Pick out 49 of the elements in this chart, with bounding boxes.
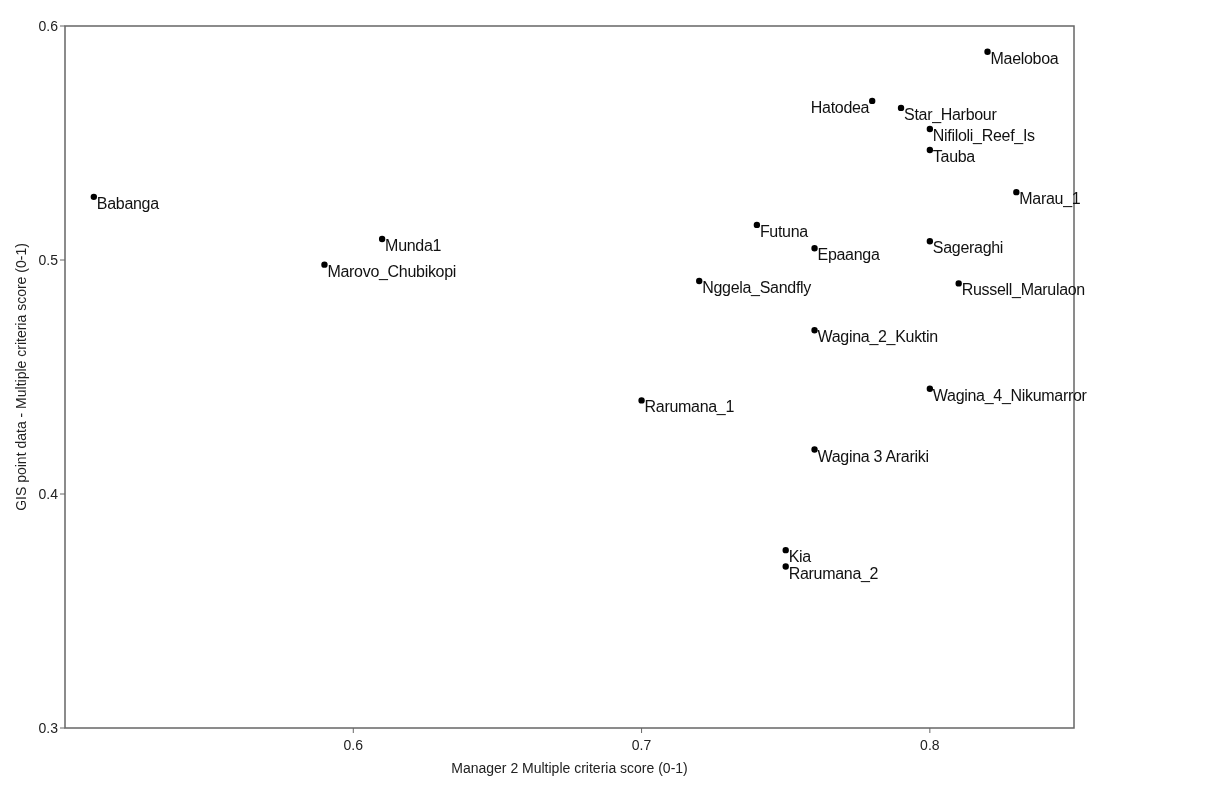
point [1013,188,1020,196]
x-tick-label: 0.7 [631,737,652,753]
point [869,97,876,105]
annotation: Nifiloli_Reef_Is [932,126,1036,145]
point [782,546,789,554]
point [378,235,386,243]
annotation: Epaanga [817,246,880,264]
point [926,238,934,245]
annotation: Hatodea [810,98,870,116]
point [321,261,328,268]
annotation: Marau_1 [1019,190,1081,209]
point [926,146,934,154]
annotation: Wagina_4_Nikumarror [932,386,1088,405]
point [926,385,934,392]
y-tick-label: 0.4 [38,485,59,502]
annotation: Wagina_2_Kuktin [817,328,938,347]
annotation: Tauba [932,148,976,166]
annotation: Marovo_Chubikopi [327,262,457,281]
annotation: Maeloboa [990,49,1059,67]
x-tick-label: 0.6 [343,737,364,753]
annotation: Sageraghi [932,239,1004,257]
annotation: Rarumana_2 [788,564,879,583]
point [926,125,934,133]
annotation: Star_Harbour [904,105,998,124]
annotation: Rarumana_1 [644,398,735,417]
point [984,48,991,55]
point [955,280,962,287]
y-tick-label: 0.6 [38,17,59,34]
x-axis-title: Manager 2 Multiple criteria score (0-1) [451,760,688,776]
x-tick-label: 0.8 [920,737,940,753]
annotation: Futuna [759,222,809,240]
annotation: Russell_Marulaon [961,281,1085,300]
point [811,245,818,252]
point [811,327,818,334]
point [753,221,761,229]
annotation: Kia [788,548,812,566]
annotation: Munda1 [385,236,442,254]
annotation: Nggela_Sandfly [702,279,812,298]
point [696,277,703,285]
point [782,563,789,570]
annotation: Babanga [96,194,160,212]
point [90,193,98,201]
point [638,397,645,404]
y-tick-label: 0.5 [38,251,59,268]
point [897,104,905,112]
y-tick-label: 0.3 [38,719,59,736]
y-axis-title: GIS point data - Multiple criteria score (0-1) [13,243,29,511]
point [811,446,818,453]
annotation: Wagina 3 Arariki [817,447,929,465]
